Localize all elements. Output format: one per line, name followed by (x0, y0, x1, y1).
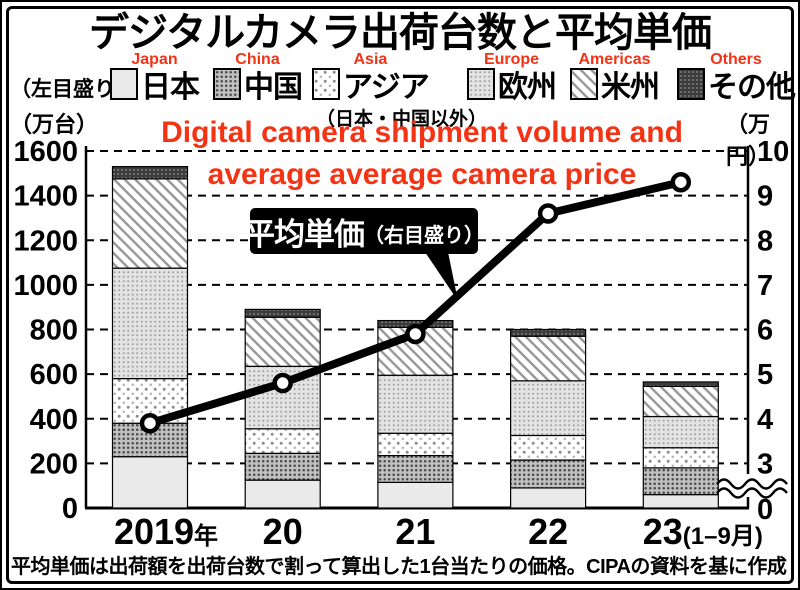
axis-break-wave-2 (716, 487, 788, 499)
right-tick-8: 8 (757, 225, 773, 257)
legend-swatch-americas-icon (570, 68, 598, 100)
left-scale-note: （左目盛り） (10, 78, 136, 101)
bar-segment-22-americas (510, 335, 587, 382)
price-marker-20 (272, 372, 293, 394)
legend-swatch-china-icon (213, 68, 241, 100)
bar-segment-23-americas (642, 385, 719, 418)
legend-item-europe: Europe 欧州 (467, 52, 557, 104)
x-tick-20: 20 (263, 511, 303, 552)
legend-label-others: その他 (708, 71, 796, 104)
legend-label-asia: アジア (343, 71, 430, 104)
bar-segment-20-americas (244, 316, 321, 367)
bar-segment-20-china (244, 452, 321, 481)
left-tick-1600: 1600 (13, 136, 78, 168)
legend-item-others: Others その他 (677, 52, 796, 104)
bar-segment-23-asia (642, 447, 719, 469)
axis-break-mask (735, 474, 761, 496)
callout-tail (425, 252, 458, 301)
left-tick-200: 200 (30, 448, 78, 480)
bar-segment-22-europe (510, 380, 587, 437)
callout-sub-label: （右目盛り） (364, 224, 484, 247)
bar-segment-22-japan (510, 487, 587, 509)
bar-segment-21-china (377, 454, 454, 483)
bar-segment-22-china (510, 459, 587, 489)
bar-segment-2019-americas (111, 178, 189, 269)
bar-segment-23-europe (642, 415, 719, 449)
overlay-translation-line2: average average camera price (207, 158, 637, 191)
bar-segment-21-europe (377, 374, 454, 434)
legend-en-label-asia: Asia (353, 51, 388, 68)
bar-segment-20-others (244, 308, 321, 318)
x-tick-23: 23(1–9月) (643, 511, 763, 552)
price-marker-2019 (139, 412, 161, 434)
left-tick-600: 600 (30, 359, 78, 391)
x-tick-21: 21 (395, 511, 435, 552)
bar-segment-2019-others (111, 166, 189, 180)
legend-item-china: China 中国 (213, 52, 303, 104)
legend-swatch-asia-icon (312, 68, 340, 100)
left-tick-800: 800 (30, 315, 78, 347)
right-tick-10: 10 (757, 136, 789, 168)
price-marker-23 (670, 171, 692, 193)
bar-segment-21-asia (377, 432, 454, 457)
bar-segment-22-asia (510, 434, 587, 461)
bar-segment-23-japan (642, 494, 719, 509)
bar-segment-20-japan (244, 479, 321, 509)
legend-label-americas: 米州 (601, 71, 660, 104)
right-tick-0: 0 (757, 494, 773, 526)
legend-swatch-japan-icon (110, 68, 138, 100)
price-marker-21 (405, 323, 426, 345)
right-tick-6: 6 (757, 315, 773, 347)
legend-en-label-americas: Americas (578, 51, 651, 68)
bar-segment-23-others (642, 381, 719, 387)
overlay-translation-line1: Digital camera shipment volume and (161, 116, 683, 149)
left-tick-400: 400 (30, 404, 78, 436)
bar-segment-20-asia (244, 428, 321, 454)
right-tick-4: 4 (757, 404, 773, 436)
x-tick-2019: 2019年 (114, 511, 218, 552)
page-title: デジタルカメラ出荷台数と平均単価 (89, 11, 712, 55)
asia-subnote: （日本・中国以外） (316, 109, 488, 130)
chart-frame (6, 6, 794, 584)
left-tick-1200: 1200 (13, 225, 78, 257)
legend-swatch-europe-icon (467, 68, 495, 100)
legend-item-americas: Americas 米州 (570, 52, 660, 104)
bar-segment-2019-japan (111, 456, 189, 509)
left-tick-1400: 1400 (13, 181, 78, 213)
right-tick-7: 7 (757, 270, 773, 302)
axis-break-wave-1 (716, 478, 788, 490)
legend-label-china: 中国 (244, 71, 303, 104)
legend-en-label-japan: Japan (131, 51, 178, 68)
right-tick-3: 3 (757, 448, 773, 480)
left-tick-1000: 1000 (13, 270, 78, 302)
bar-segment-23-china (642, 467, 719, 496)
legend-item-japan: Japan 日本 (110, 52, 200, 104)
bar-segment-2019-europe (111, 267, 189, 380)
right-tick-9: 9 (757, 181, 773, 213)
x-tick-22: 22 (528, 511, 568, 552)
left-tick-0: 0 (62, 493, 78, 525)
bar-segment-21-japan (377, 481, 454, 509)
source-footnote: 平均単価は出荷額を出荷台数で割って算出した1台当たりの価格。CIPAの資料を基に… (11, 556, 787, 578)
legend-item-asia: Asia アジア (312, 52, 430, 104)
average-price-callout: 平均単価 （右目盛り） (244, 208, 484, 254)
legend-en-label-others: Others (710, 51, 762, 68)
left-axis-unit: （万台） (10, 112, 99, 137)
legend-label-europe: 欧州 (498, 71, 557, 104)
legend-en-label-europe: Europe (483, 51, 540, 68)
legend-label-japan: 日本 (141, 71, 200, 104)
callout-main-label: 平均単価 (244, 216, 365, 252)
bar-segment-22-others (510, 328, 587, 337)
right-tick-5: 5 (757, 359, 773, 391)
legend-en-label-china: China (235, 51, 280, 68)
price-marker-22 (537, 203, 559, 224)
legend-swatch-others-icon (677, 68, 705, 100)
